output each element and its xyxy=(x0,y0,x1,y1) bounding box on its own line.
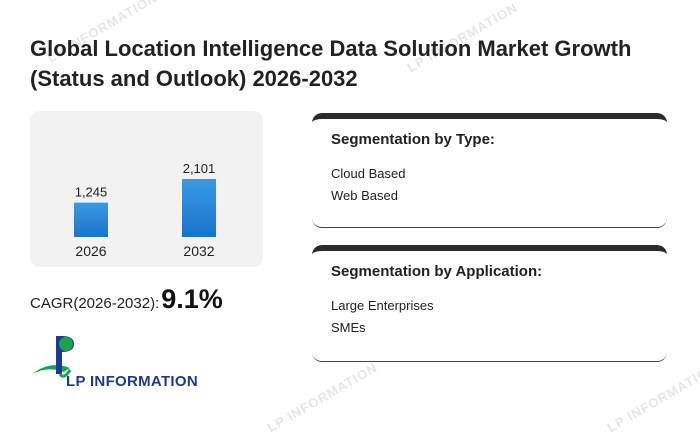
segmentation-application-list: Large Enterprises SMEs xyxy=(331,295,434,339)
cagr: CAGR(2026-2032): 9.1% xyxy=(30,284,223,315)
segmentation-application-title: Segmentation by Application: xyxy=(331,263,543,280)
segmentation-application-card: Segmentation by Application: Large Enter… xyxy=(312,245,667,362)
watermark: LP INFORMATION xyxy=(604,359,700,435)
segmentation-type-list: Cloud Based Web Based xyxy=(331,163,405,207)
list-item: SMEs xyxy=(331,320,366,335)
page-title: Global Location Intelligence Data Soluti… xyxy=(30,36,632,91)
chart-panel: 1,245 2026 2,101 2032 xyxy=(30,111,263,267)
cagr-label: CAGR(2026-2032): xyxy=(30,295,160,312)
list-item: Web Based xyxy=(331,188,398,203)
x-tick-label: 2032 xyxy=(183,243,214,259)
lp-information-logo-icon xyxy=(32,336,74,378)
segmentation-type-title: Segmentation by Type: xyxy=(331,131,495,148)
bar-2032 xyxy=(182,179,216,237)
bar-value-label: 1,245 xyxy=(75,185,108,200)
company-logo: LP INFORMATION xyxy=(30,330,210,400)
watermark: LP INFORMATION xyxy=(264,359,381,435)
segmentation-type-card: Segmentation by Type: Cloud Based Web Ba… xyxy=(312,113,667,228)
list-item: Cloud Based xyxy=(331,166,406,181)
x-tick-label: 2026 xyxy=(75,243,106,259)
bar-2026 xyxy=(74,202,108,237)
bar-value-label: 2,101 xyxy=(183,161,216,176)
cagr-value: 9.1% xyxy=(161,284,223,314)
logo-text: LP INFORMATION xyxy=(66,373,198,390)
list-item: Large Enterprises xyxy=(331,298,434,313)
bar-chart: 1,245 2026 2,101 2032 xyxy=(74,161,216,259)
